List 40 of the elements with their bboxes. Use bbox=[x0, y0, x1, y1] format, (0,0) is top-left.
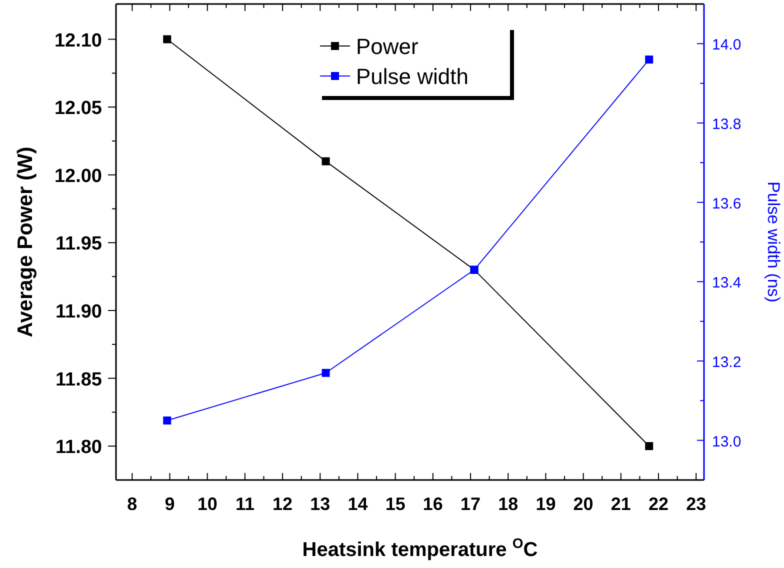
legend-label: Pulse width bbox=[356, 64, 469, 89]
x-tick-label: 9 bbox=[164, 494, 175, 514]
x-tick-label: 20 bbox=[573, 494, 594, 514]
x-tick-label: 13 bbox=[310, 494, 330, 514]
y2-tick-label: 14.0 bbox=[712, 36, 742, 54]
y-tick-label: 11.80 bbox=[56, 437, 102, 458]
x-tick-label: 14 bbox=[348, 494, 368, 514]
x-tick-label: 11 bbox=[235, 494, 254, 514]
x-tick-label: 10 bbox=[197, 494, 218, 514]
x-tick-label: 15 bbox=[385, 494, 406, 514]
x-tick-label: 16 bbox=[422, 494, 443, 514]
x-tick-label: 23 bbox=[686, 494, 706, 514]
y-tick-label: 11.95 bbox=[56, 234, 102, 255]
point bbox=[645, 442, 654, 450]
y-tick-label: 12.10 bbox=[54, 30, 102, 52]
legend-label: Power bbox=[356, 34, 418, 59]
y2-axis-title: Pulse width (ns) bbox=[764, 182, 783, 302]
x-tick-label: 8 bbox=[127, 494, 138, 514]
y2-tick-label: 13.2 bbox=[712, 354, 742, 371]
point bbox=[163, 35, 172, 44]
x-tick-label: 17 bbox=[460, 494, 481, 514]
y-tick-label: 12.05 bbox=[54, 98, 102, 120]
point bbox=[163, 416, 172, 424]
y2-tick-label: 13.4 bbox=[712, 274, 742, 292]
x-tick-label: 22 bbox=[648, 494, 669, 514]
y2-tick-label: 13.8 bbox=[712, 116, 742, 133]
y2-tick-label: 13.6 bbox=[712, 195, 742, 212]
point bbox=[322, 368, 330, 377]
y-tick-label: 12.00 bbox=[54, 166, 102, 187]
y-tick-label: 11.85 bbox=[56, 369, 102, 390]
x-tick-label: 21 bbox=[610, 494, 631, 514]
x-tick-label: 12 bbox=[272, 494, 293, 514]
point bbox=[322, 157, 330, 166]
x-tick-label: 18 bbox=[498, 494, 518, 514]
y-tick-label: 11.90 bbox=[56, 301, 102, 322]
x-axis-title: Heatsink temperature $^{O}$C bbox=[302, 535, 538, 561]
y2-tick-label: 13.0 bbox=[712, 433, 742, 450]
x-tick-label: 19 bbox=[536, 494, 556, 514]
y-axis-title: Average Power (W) bbox=[14, 146, 37, 338]
point bbox=[645, 56, 654, 64]
